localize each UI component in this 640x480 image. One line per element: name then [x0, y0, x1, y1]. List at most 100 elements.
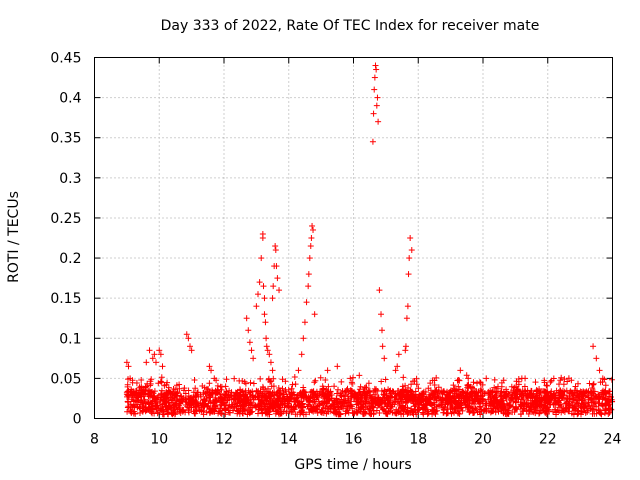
data-point	[305, 271, 312, 278]
data-point	[311, 311, 318, 318]
data-point	[269, 367, 276, 374]
data-point	[305, 283, 312, 290]
data-point	[593, 355, 600, 362]
y-tick-label: 0.35	[50, 131, 81, 147]
data-point	[237, 387, 244, 394]
y-tick-label: 0.4	[59, 91, 81, 107]
data-point	[541, 379, 548, 386]
data-point	[371, 86, 378, 93]
data-point	[457, 367, 464, 374]
axis-ticks: 8 10 12 14 16 18 20 22 24 0 0.05 0.1 0.15 0.2 0.25 0.3 0…	[50, 51, 621, 448]
data-point	[300, 335, 307, 342]
data-point	[308, 235, 315, 241]
data-point	[406, 255, 413, 262]
x-tick-label: 12	[215, 432, 233, 448]
data-point	[270, 283, 277, 290]
data-point	[259, 235, 266, 241]
data-point	[151, 351, 158, 358]
y-tick-label: 0.1	[59, 331, 81, 347]
data-point	[324, 367, 331, 374]
data-point	[405, 271, 412, 278]
data-point	[378, 327, 385, 334]
data-point	[127, 375, 134, 382]
data-point	[307, 243, 314, 250]
data-point	[310, 226, 317, 233]
data-point	[272, 243, 279, 250]
data-point	[376, 287, 383, 294]
y-tick-label: 0	[73, 412, 82, 428]
data-point	[373, 66, 380, 73]
background-scatter	[123, 372, 616, 418]
data-point	[381, 355, 388, 362]
data-point	[306, 255, 313, 262]
data-points	[123, 62, 606, 394]
data-point	[402, 347, 409, 354]
data-point	[298, 351, 305, 358]
data-point	[222, 383, 229, 390]
data-point	[250, 355, 257, 362]
plot-frame	[94, 57, 613, 419]
data-point	[403, 315, 410, 322]
noise-band-markers	[123, 372, 616, 418]
data-point	[261, 311, 268, 318]
data-point	[392, 367, 399, 374]
data-point	[211, 375, 218, 382]
data-point	[276, 287, 283, 294]
y-tick-label: 0.2	[59, 251, 81, 267]
data-point	[183, 331, 190, 338]
data-point	[157, 351, 164, 358]
data-point	[395, 351, 402, 358]
data-point	[334, 363, 341, 370]
data-point	[245, 327, 252, 334]
data-point	[274, 275, 281, 282]
data-point	[125, 363, 132, 370]
data-point	[599, 375, 606, 382]
data-point	[378, 311, 385, 318]
data-point	[590, 343, 597, 350]
data-point	[375, 118, 382, 125]
x-axis-label: GPS time / hours	[294, 457, 412, 473]
grid	[94, 57, 613, 419]
data-point	[258, 255, 265, 262]
data-point	[371, 74, 378, 81]
chart-title: Day 333 of 2022, Rate Of TEC Index for r…	[160, 18, 540, 34]
data-point	[254, 291, 261, 298]
data-point	[263, 343, 270, 350]
data-point	[374, 94, 381, 101]
data-point	[261, 295, 268, 302]
x-tick-label: 22	[539, 432, 557, 448]
x-tick-label: 20	[474, 432, 492, 448]
data-point	[347, 375, 354, 382]
data-point	[188, 347, 195, 354]
data-point	[408, 247, 415, 254]
x-tick-label: 24	[604, 432, 622, 448]
data-point	[260, 283, 267, 290]
data-point	[143, 359, 150, 366]
x-tick-label: 18	[409, 432, 427, 448]
data-point	[407, 235, 414, 241]
data-point	[185, 335, 192, 342]
data-point	[256, 279, 263, 286]
data-point	[483, 375, 490, 382]
data-point	[263, 335, 270, 342]
x-tick-label: 14	[280, 432, 298, 448]
data-point	[208, 367, 215, 374]
data-point	[243, 315, 250, 322]
data-point	[295, 367, 302, 374]
data-point	[253, 303, 260, 310]
x-tick-label: 10	[150, 432, 168, 448]
data-point	[149, 355, 156, 362]
y-tick-label: 0.3	[59, 171, 81, 187]
data-point	[273, 263, 280, 270]
data-point	[153, 359, 160, 366]
data-point	[402, 343, 409, 350]
data-point	[146, 347, 153, 354]
data-point	[348, 379, 355, 386]
data-point	[404, 303, 411, 310]
data-point	[379, 343, 386, 350]
data-point	[267, 359, 274, 366]
y-tick-label: 0.45	[50, 51, 81, 67]
data-point	[246, 339, 253, 346]
data-point	[159, 363, 166, 370]
